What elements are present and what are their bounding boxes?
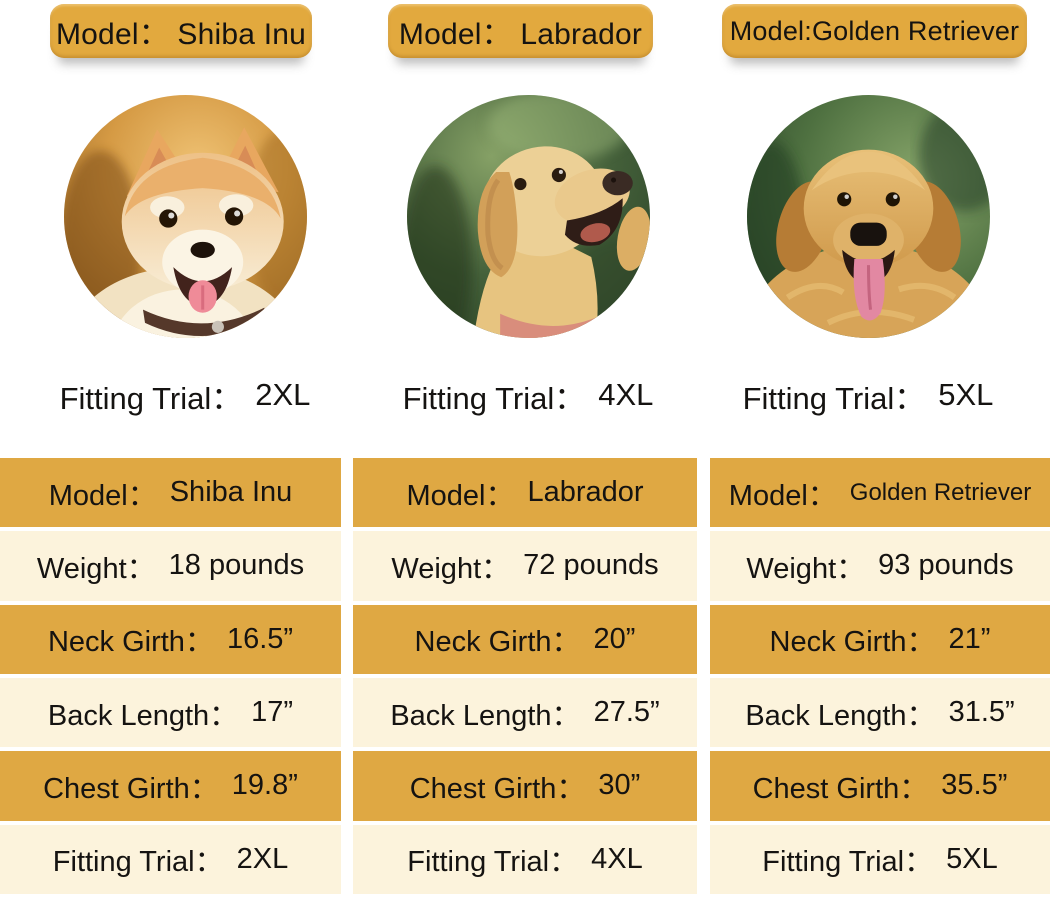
row-label: Back Length： [47, 699, 239, 732]
fitting-trial-line: Fitting Trial： 5XL [683, 374, 1050, 416]
table-row: Back Length： 31.5” [710, 677, 1050, 748]
row-value: 21” [948, 622, 991, 655]
row-value: 31.5” [948, 696, 1015, 729]
row-label: Back Length： [745, 699, 936, 732]
fitting-trial-line: Fitting Trial： 2XL [0, 374, 370, 416]
row-value: 18 pounds [168, 549, 305, 582]
labrador-illustration [407, 95, 650, 338]
row-value: 93 pounds [878, 549, 1014, 582]
row-value: 30” [598, 769, 641, 802]
table-row: Back Length： 27.5” [353, 677, 697, 748]
row-label: Weight： [746, 552, 866, 585]
row-value: 16.5” [226, 622, 294, 655]
row-value: 17” [251, 696, 294, 729]
row-value: Labrador [527, 476, 644, 509]
table-row: Chest Girth： 30” [353, 751, 697, 821]
fitting-trial-line: Fitting Trial： 4XL [343, 374, 713, 416]
golden-nose [850, 222, 887, 246]
model-badge-shiba: Model： Shiba Inu [50, 4, 312, 58]
labrador-photo [407, 95, 650, 338]
shiba-eyes [159, 207, 244, 228]
shiba-inu-photo [64, 95, 307, 338]
table-row: Fitting Trial： 2XL [0, 824, 341, 894]
table-row: Neck Girth： 21” [710, 604, 1050, 674]
size-table-golden: Model： Golden Retriever Weight： 93 pound… [710, 458, 1050, 894]
row-label: Neck Girth： [47, 626, 214, 659]
shiba-nose [190, 241, 215, 259]
table-row: Chest Girth： 35.5” [710, 751, 1050, 821]
row-label: Chest Girth： [409, 772, 586, 805]
row-label: Chest Girth： [752, 772, 929, 805]
row-value: 27.5” [593, 696, 660, 729]
row-value: Shiba Inu [169, 476, 293, 509]
golden-tongue [853, 259, 885, 321]
fitting-trial-value: 5XL [938, 377, 994, 412]
labrador-ear [477, 171, 518, 278]
model-badge-golden: Model:Golden Retriever [722, 4, 1027, 58]
row-value: 20” [593, 622, 636, 655]
table-row: Weight： 72 pounds [353, 531, 697, 601]
golden-retriever-illustration [747, 95, 990, 338]
row-label: Neck Girth： [414, 626, 581, 659]
row-label: Back Length： [390, 699, 581, 732]
row-value: 72 pounds [523, 549, 659, 582]
shiba-mouth [173, 267, 233, 313]
table-row: Model： Golden Retriever [710, 458, 1050, 528]
size-table-shiba: Model： Shiba Inu Weight： 18 pounds Neck … [0, 458, 341, 894]
row-label: Fitting Trial： [407, 846, 579, 879]
labrador-eyes [514, 167, 566, 191]
row-label: Fitting Trial： [762, 846, 934, 879]
table-row: Neck Girth： 20” [353, 604, 697, 674]
row-label: Weight： [391, 552, 511, 585]
labrador-mouth [564, 198, 623, 246]
golden-retriever-photo [747, 95, 990, 338]
row-label: Weight： [36, 552, 156, 585]
labrador-ear-right [616, 206, 650, 271]
row-label: Neck Girth： [769, 626, 936, 659]
row-label: Model： [728, 479, 837, 512]
golden-eyes [837, 192, 900, 207]
row-label: Chest Girth： [43, 772, 219, 805]
row-value: 19.8” [231, 769, 298, 802]
table-row: Weight： 93 pounds [710, 531, 1050, 601]
labrador-nose [602, 170, 633, 196]
table-row: Model： Labrador [353, 458, 697, 528]
fitting-trial-value: 2XL [255, 377, 311, 412]
row-value: 5XL [946, 842, 998, 875]
model-badge-labrador: Model： Labrador [388, 4, 653, 58]
fitting-trial-label: Fitting Trial： [742, 380, 926, 416]
table-row: Model： Shiba Inu [0, 458, 341, 528]
row-value: Golden Retriever [849, 478, 1032, 506]
table-row: Fitting Trial： 4XL [353, 824, 697, 894]
table-row: Back Length： 17” [0, 677, 341, 748]
shiba-inu-illustration [64, 95, 307, 338]
table-row: Chest Girth： 19.8” [0, 751, 341, 821]
fitting-trial-value: 4XL [598, 377, 654, 412]
row-label: Model： [48, 479, 157, 512]
row-value: 4XL [591, 842, 643, 875]
size-table-labrador: Model： Labrador Weight： 72 pounds Neck G… [353, 458, 697, 894]
fitting-trial-label: Fitting Trial： [59, 380, 243, 416]
table-row: Weight： 18 pounds [0, 531, 341, 601]
table-row: Fitting Trial： 5XL [710, 824, 1050, 894]
row-value: 2XL [236, 842, 289, 875]
table-row: Neck Girth： 16.5” [0, 604, 341, 674]
row-label: Model： [406, 479, 515, 512]
row-label: Fitting Trial： [52, 846, 224, 879]
row-value: 35.5” [941, 769, 1008, 802]
fitting-trial-label: Fitting Trial： [402, 380, 586, 416]
